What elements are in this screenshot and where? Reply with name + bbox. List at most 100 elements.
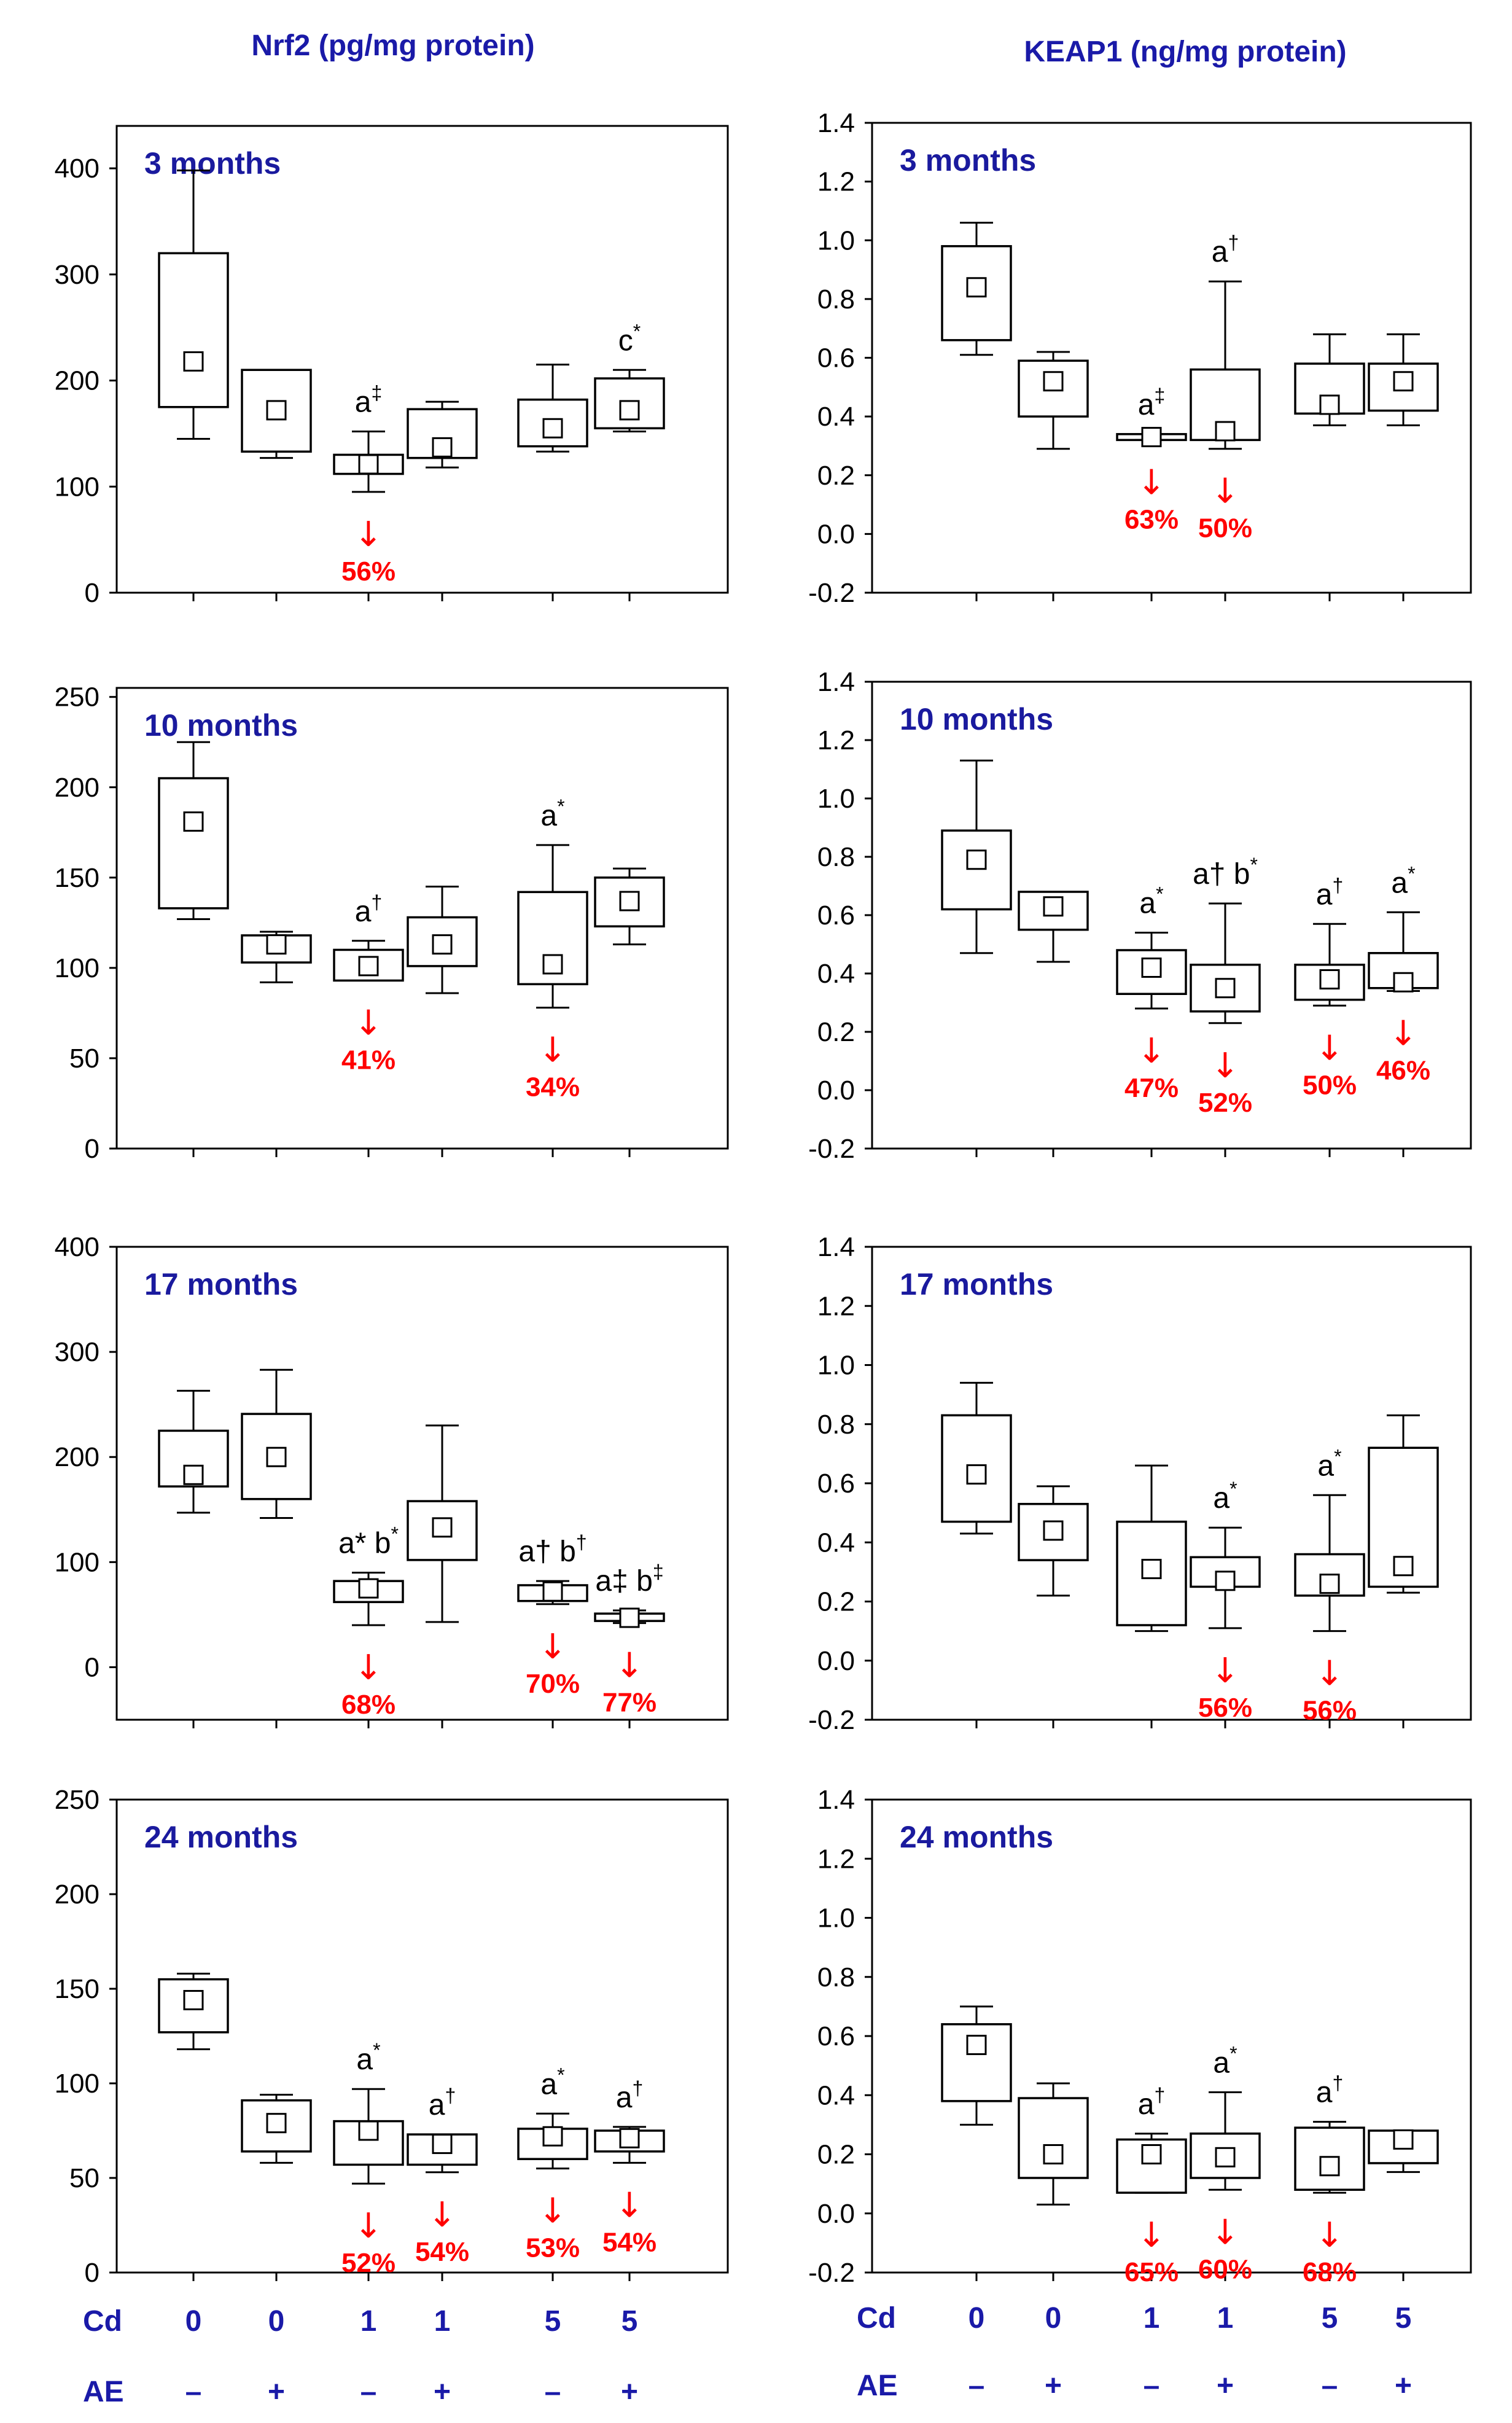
mean-marker: [1215, 978, 1236, 999]
box-group: a* ↓52%: [333, 2039, 404, 2278]
y-tick-label: 250: [55, 682, 99, 712]
significance-label: a†: [616, 2077, 644, 2114]
plot-frame: [871, 1798, 1472, 2274]
mean-marker: [1141, 427, 1162, 448]
significance-label: a*: [540, 795, 564, 832]
y-tick-label: 0.8: [817, 1410, 855, 1440]
cd-value: 5: [1322, 2302, 1338, 2335]
box-group: [1368, 2129, 1439, 2173]
panel-2: -0.20.00.20.40.60.81.01.21.43 monthsa‡↓6…: [808, 108, 1472, 608]
decrease-percent: 63%: [1124, 504, 1179, 534]
mean-marker: [1319, 969, 1340, 989]
box-group: [158, 1972, 229, 2051]
significance-superscript: †: [1228, 232, 1239, 254]
box: [1018, 1502, 1089, 1561]
box: [941, 245, 1012, 341]
plot-frame: [115, 1798, 729, 2274]
mean-marker: [1043, 896, 1064, 917]
y-tick-label: 0.4: [817, 1528, 855, 1558]
y-tick-label: 0.2: [817, 1017, 855, 1047]
mean-marker: [358, 1578, 379, 1599]
mean-marker: [1215, 2147, 1236, 2167]
y-tick-label: 0: [85, 1652, 99, 1682]
box-group: a* ↓56%: [1294, 1445, 1365, 1726]
y-tick-label: 0.0: [817, 1646, 855, 1676]
cd-value: 5: [622, 2305, 638, 2338]
box: [941, 829, 1012, 911]
box: [158, 1978, 229, 2034]
box-group: a* ↓34%: [517, 795, 588, 1102]
box-group: [941, 222, 1012, 356]
decrease-percent: 54%: [602, 2227, 657, 2257]
mean-marker: [432, 1517, 453, 1538]
significance-label: a‡: [1138, 384, 1166, 421]
box-group: [158, 741, 229, 920]
box: [241, 369, 312, 453]
x-row-label-ae-right: AE: [857, 2370, 898, 2402]
ae-value: –: [545, 2376, 561, 2408]
box: [941, 2023, 1012, 2102]
box-group: a* ↓46%: [1368, 862, 1439, 1086]
decrease-percent: 46%: [1376, 1056, 1430, 1086]
y-tick-label: 0.4: [817, 2080, 855, 2110]
box: [241, 2099, 312, 2153]
box: [1294, 2126, 1365, 2191]
box: [1368, 362, 1439, 412]
box-group: a† ↓50%: [1190, 232, 1261, 544]
cd-value: 0: [268, 2305, 285, 2338]
box-group: a* ↓47%: [1116, 883, 1187, 1103]
y-tick-label: 200: [55, 366, 99, 396]
y-tick-label: 100: [55, 953, 99, 983]
decrease-percent: 70%: [526, 1669, 580, 1699]
decrease-arrow: ↓: [1211, 1651, 1240, 1691]
box-group: a‡ ↓63%: [1116, 384, 1187, 534]
mean-marker: [1141, 2144, 1162, 2164]
cd-value: 1: [1217, 2302, 1234, 2335]
cd-value: 0: [1045, 2302, 1062, 2335]
decrease-percent: 53%: [526, 2233, 580, 2263]
decrease-arrow: ↓: [354, 1003, 383, 1043]
y-tick-label: 0.2: [817, 461, 855, 491]
box: [333, 948, 404, 982]
box: [158, 777, 229, 910]
significance-label: a*: [1139, 883, 1163, 920]
box: [594, 377, 665, 430]
box: [1294, 1553, 1365, 1597]
decrease-arrow: ↓: [1137, 1031, 1166, 1071]
decrease-percent: 50%: [1303, 1070, 1357, 1100]
significance-superscript: †: [445, 2085, 456, 2107]
significance-label: a*: [540, 2064, 564, 2101]
significance-label: a†: [1138, 2084, 1166, 2121]
mean-marker: [358, 2120, 379, 2141]
significance-superscript: †: [632, 2077, 643, 2099]
significance-label: a†: [1212, 232, 1239, 268]
y-tick-label: 200: [55, 1442, 99, 1472]
y-tick-label: 50: [69, 1044, 99, 1074]
decrease-arrow: ↓: [354, 2206, 383, 2246]
y-tick-label: 400: [55, 154, 99, 184]
y-tick-label: 0.6: [817, 1469, 855, 1499]
y-tick-label: 100: [55, 472, 99, 502]
decrease-arrow: ↓: [1137, 462, 1166, 502]
box: [1190, 2132, 1261, 2179]
mean-marker: [432, 2134, 453, 2155]
box-group: [241, 2093, 312, 2164]
decrease-percent: 47%: [1124, 1073, 1179, 1103]
mean-marker: [266, 1446, 287, 1467]
mean-marker: [1215, 421, 1236, 442]
panel-6: -0.2 0.0 0.2 0.4 0.6 0.8 1.0 1.2 1.4 17 months a* ↓…: [808, 1232, 1472, 1735]
ae-value: +: [268, 2376, 285, 2408]
significance-label: a*: [1213, 1478, 1237, 1515]
mean-marker: [1319, 1574, 1340, 1594]
box: [941, 1414, 1012, 1523]
y-tick-label: 0.6: [817, 2021, 855, 2051]
box: [407, 1500, 478, 1561]
mean-marker: [1393, 371, 1414, 392]
significance-superscript: ‡: [653, 1561, 664, 1583]
box-group: [407, 400, 478, 469]
decrease-percent: 52%: [341, 2248, 396, 2278]
significance-superscript: ‡: [1154, 384, 1165, 407]
ae-value: –: [1322, 2370, 1338, 2402]
mean-marker: [432, 437, 453, 458]
y-tick-label: 0: [85, 578, 99, 608]
